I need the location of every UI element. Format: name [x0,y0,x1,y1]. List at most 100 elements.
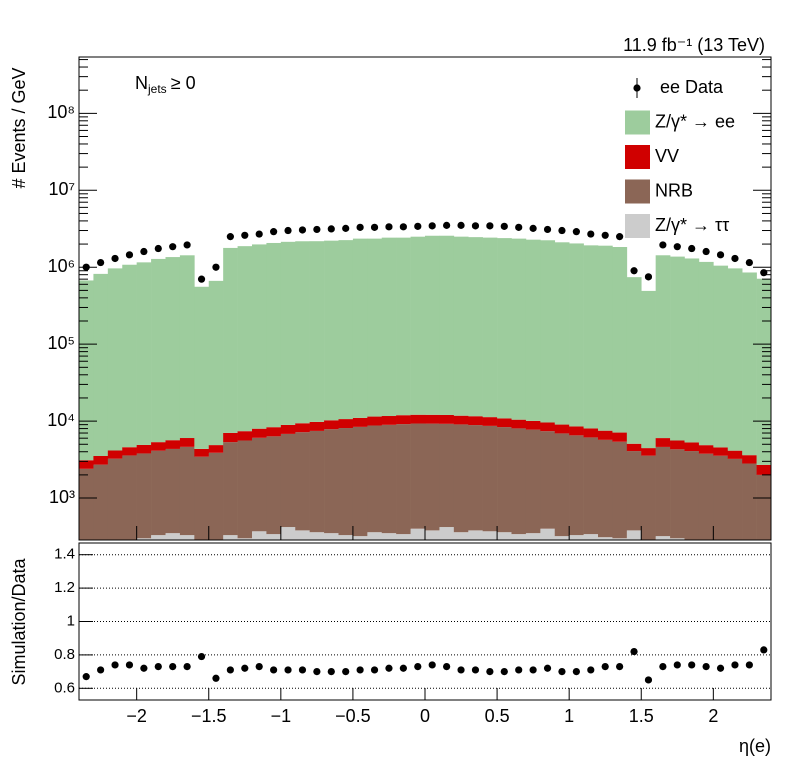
histogram-bar [583,245,599,429]
histogram-bar [208,280,224,446]
histogram-bar [252,531,267,540]
ratio-point [471,666,480,674]
histogram-bar [93,273,109,457]
histogram-bar [295,423,310,433]
histogram-bar [468,425,483,531]
histogram-bar [684,258,700,443]
data-point [226,233,234,241]
histogram-bar [338,419,354,429]
histogram-bar [338,240,354,420]
histogram-bar [554,242,570,425]
legend-swatch [625,214,650,238]
ratio-plot-area [82,646,768,684]
legend-swatch [625,110,650,135]
data-point [558,226,566,235]
ratio-point [457,666,465,674]
histogram-bar [194,286,210,449]
ratio-point [183,662,191,671]
data-point [414,222,422,230]
histogram-bar [208,445,224,453]
ratio-point [370,666,379,674]
data-point [183,241,191,249]
legend-swatch [625,179,650,204]
histogram-bar [756,464,771,475]
histogram-bar [453,424,469,533]
histogram-bar [684,451,700,540]
data-point [616,233,624,241]
histogram-bar [151,442,166,451]
histogram-bar [554,424,570,434]
histogram-bar [525,239,541,421]
ratio-point [673,661,681,669]
data-point [212,263,220,271]
data-point [529,224,537,232]
y-axis-label: # Events / GeV [9,67,29,188]
histogram-bar [223,442,238,536]
histogram-bar [598,537,613,540]
histogram-bar [309,430,325,533]
histogram-bar [670,538,685,540]
histogram-bar [482,237,498,418]
ratio-point [270,666,278,674]
histogram-bar [93,456,109,465]
histogram-bar [598,430,613,440]
legend-label: NRB [655,180,693,200]
data-point [630,267,638,275]
histogram-bar [425,530,440,540]
data-point [154,244,162,253]
histogram-bar [468,416,483,426]
ratio-point [169,662,177,671]
histogram-bar [670,449,685,539]
histogram-bar [223,432,238,443]
annotation-sub: jets [147,82,167,96]
histogram-bar [482,417,498,426]
histogram-bar [295,432,310,531]
histogram-bar [410,236,426,415]
histogram-bar [237,538,253,540]
histogram-bar [540,431,556,529]
histogram-bar [280,241,296,425]
histogram-bar [223,535,238,540]
annotation-main: N [135,73,148,93]
ratio-point [140,664,148,672]
data-point [313,225,321,234]
histogram-bar [280,527,296,540]
histogram-bar [309,532,325,540]
ratio-point [414,662,422,671]
histogram-bar [598,439,613,538]
ratio-point [616,662,624,671]
y-tick-label: 10⁸ [47,102,75,122]
ratio-point [659,662,667,671]
ratio-point [111,661,119,669]
histogram-bar [107,458,123,540]
histogram-bar [367,416,383,426]
x-axis-label: η(e) [739,736,771,756]
ratio-point [688,661,696,669]
histogram-bar [352,417,368,427]
histogram-bar [511,238,527,420]
ratio-point [298,666,307,674]
histogram-bar [425,414,440,424]
histogram-bar [252,437,267,532]
x-tick-label: 0 [420,706,430,726]
ratio-point [515,666,523,674]
ratio-point [284,666,292,674]
data-point [385,223,393,231]
histogram-bar [179,255,195,439]
legend-label: Z/γ* → ee [655,111,735,131]
histogram-bar [136,538,152,540]
histogram-bar [79,280,94,461]
histogram-bar [208,452,224,540]
y-tick-label: 0.6 [54,679,75,696]
histogram-bar [742,272,757,456]
data-point [241,231,249,239]
histogram-bar [194,456,210,540]
legend-swatch [625,145,650,169]
y-tick-label: 10⁶ [48,256,75,276]
ratio-point [443,662,451,671]
frame [78,542,772,701]
histogram-bar [295,241,310,424]
histogram-bar [439,527,455,540]
histogram-bar [352,238,368,418]
ratio-point [313,668,321,676]
